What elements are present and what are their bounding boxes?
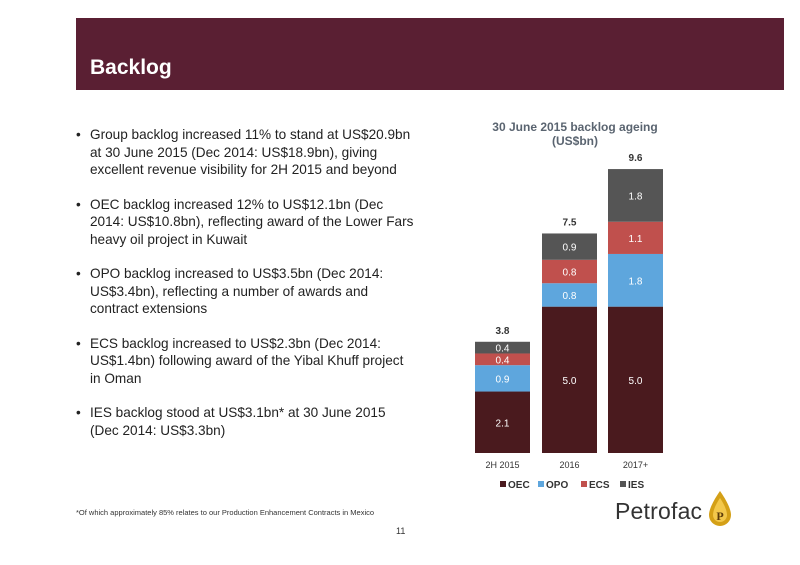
legend-swatch-opo	[538, 481, 544, 487]
backlog-ageing-chart: 30 June 2015 backlog ageing(US$bn) 2.1 0.9…	[475, 120, 663, 491]
bar-opo-0	[475, 365, 530, 392]
x-tick-label-2: 2017+	[623, 460, 648, 470]
bar-ies-0	[475, 341, 530, 354]
data-label-opo-0: 0.9	[496, 374, 510, 385]
bar-oec-2	[608, 306, 663, 453]
data-label-ies-0: 0.4	[496, 344, 510, 355]
legend-swatch-ecs	[581, 481, 587, 487]
title-bar: Backlog	[76, 18, 784, 90]
legend-label-opo: OPO	[546, 480, 568, 491]
data-label-opo-2: 1.8	[629, 276, 643, 287]
bullet-ecs-backlog: ECS backlog increased to US$2.3bn (Dec 2…	[76, 335, 416, 388]
data-label-ies-1: 0.9	[563, 243, 577, 254]
bullet-opo-backlog: OPO backlog increased to US$3.5bn (Dec 2…	[76, 265, 416, 318]
data-label-ecs-0: 0.4	[496, 355, 510, 366]
svg-text:P: P	[716, 509, 723, 523]
bar-oec-0	[475, 391, 530, 453]
data-label-ecs-1: 0.8	[563, 268, 577, 279]
x-tick-label-0: 2H 2015	[485, 460, 519, 470]
bar-ies-1	[542, 233, 597, 260]
total-label-2: 9.6	[629, 153, 643, 164]
data-label-opo-1: 0.8	[563, 291, 577, 302]
legend-swatch-oec	[500, 481, 506, 487]
chart-title: 30 June 2015 backlog ageing	[492, 120, 657, 134]
total-label-1: 7.5	[563, 217, 577, 228]
bar-ies-2	[608, 169, 663, 222]
bullet-ies-backlog: IES backlog stood at US$3.1bn* at 30 Jun…	[76, 404, 416, 439]
bullet-group-backlog: Group backlog increased 11% to stand at …	[76, 126, 416, 179]
legend-label-ies: IES	[628, 480, 644, 491]
data-label-ies-2: 1.8	[629, 191, 643, 202]
petrofac-logo: Petrofac P	[615, 490, 731, 530]
data-label-oec-1: 5.0	[563, 376, 577, 387]
page-number: 11	[396, 526, 406, 536]
legend-label-ecs: ECS	[589, 480, 610, 491]
slide-title: Backlog	[90, 56, 172, 79]
petrofac-drop-icon: P	[709, 491, 731, 526]
x-tick-label-1: 2016	[559, 460, 579, 470]
legend-label-oec: OEC	[508, 480, 530, 491]
bar-ecs-1	[542, 259, 597, 284]
bar-ecs-2	[608, 221, 663, 254]
legend-swatch-ies	[620, 481, 626, 487]
data-label-oec-0: 2.1	[496, 418, 510, 429]
logo-wordmark: Petrofac	[615, 498, 703, 524]
bar-ecs-0	[475, 353, 530, 366]
bar-opo-2	[608, 253, 663, 307]
data-label-oec-2: 5.0	[629, 376, 643, 387]
total-label-0: 3.8	[496, 326, 510, 337]
bar-opo-1	[542, 283, 597, 307]
bar-oec-1	[542, 306, 597, 453]
bullet-oec-backlog: OEC backlog increased 12% to US$12.1bn (…	[76, 196, 416, 249]
data-label-ecs-2: 1.1	[629, 234, 643, 245]
chart-subtitle: (US$bn)	[552, 134, 598, 148]
bullet-list: Group backlog increased 11% to stand at …	[76, 126, 416, 456]
footnote: *Of which approximately 85% relates to o…	[76, 508, 375, 517]
